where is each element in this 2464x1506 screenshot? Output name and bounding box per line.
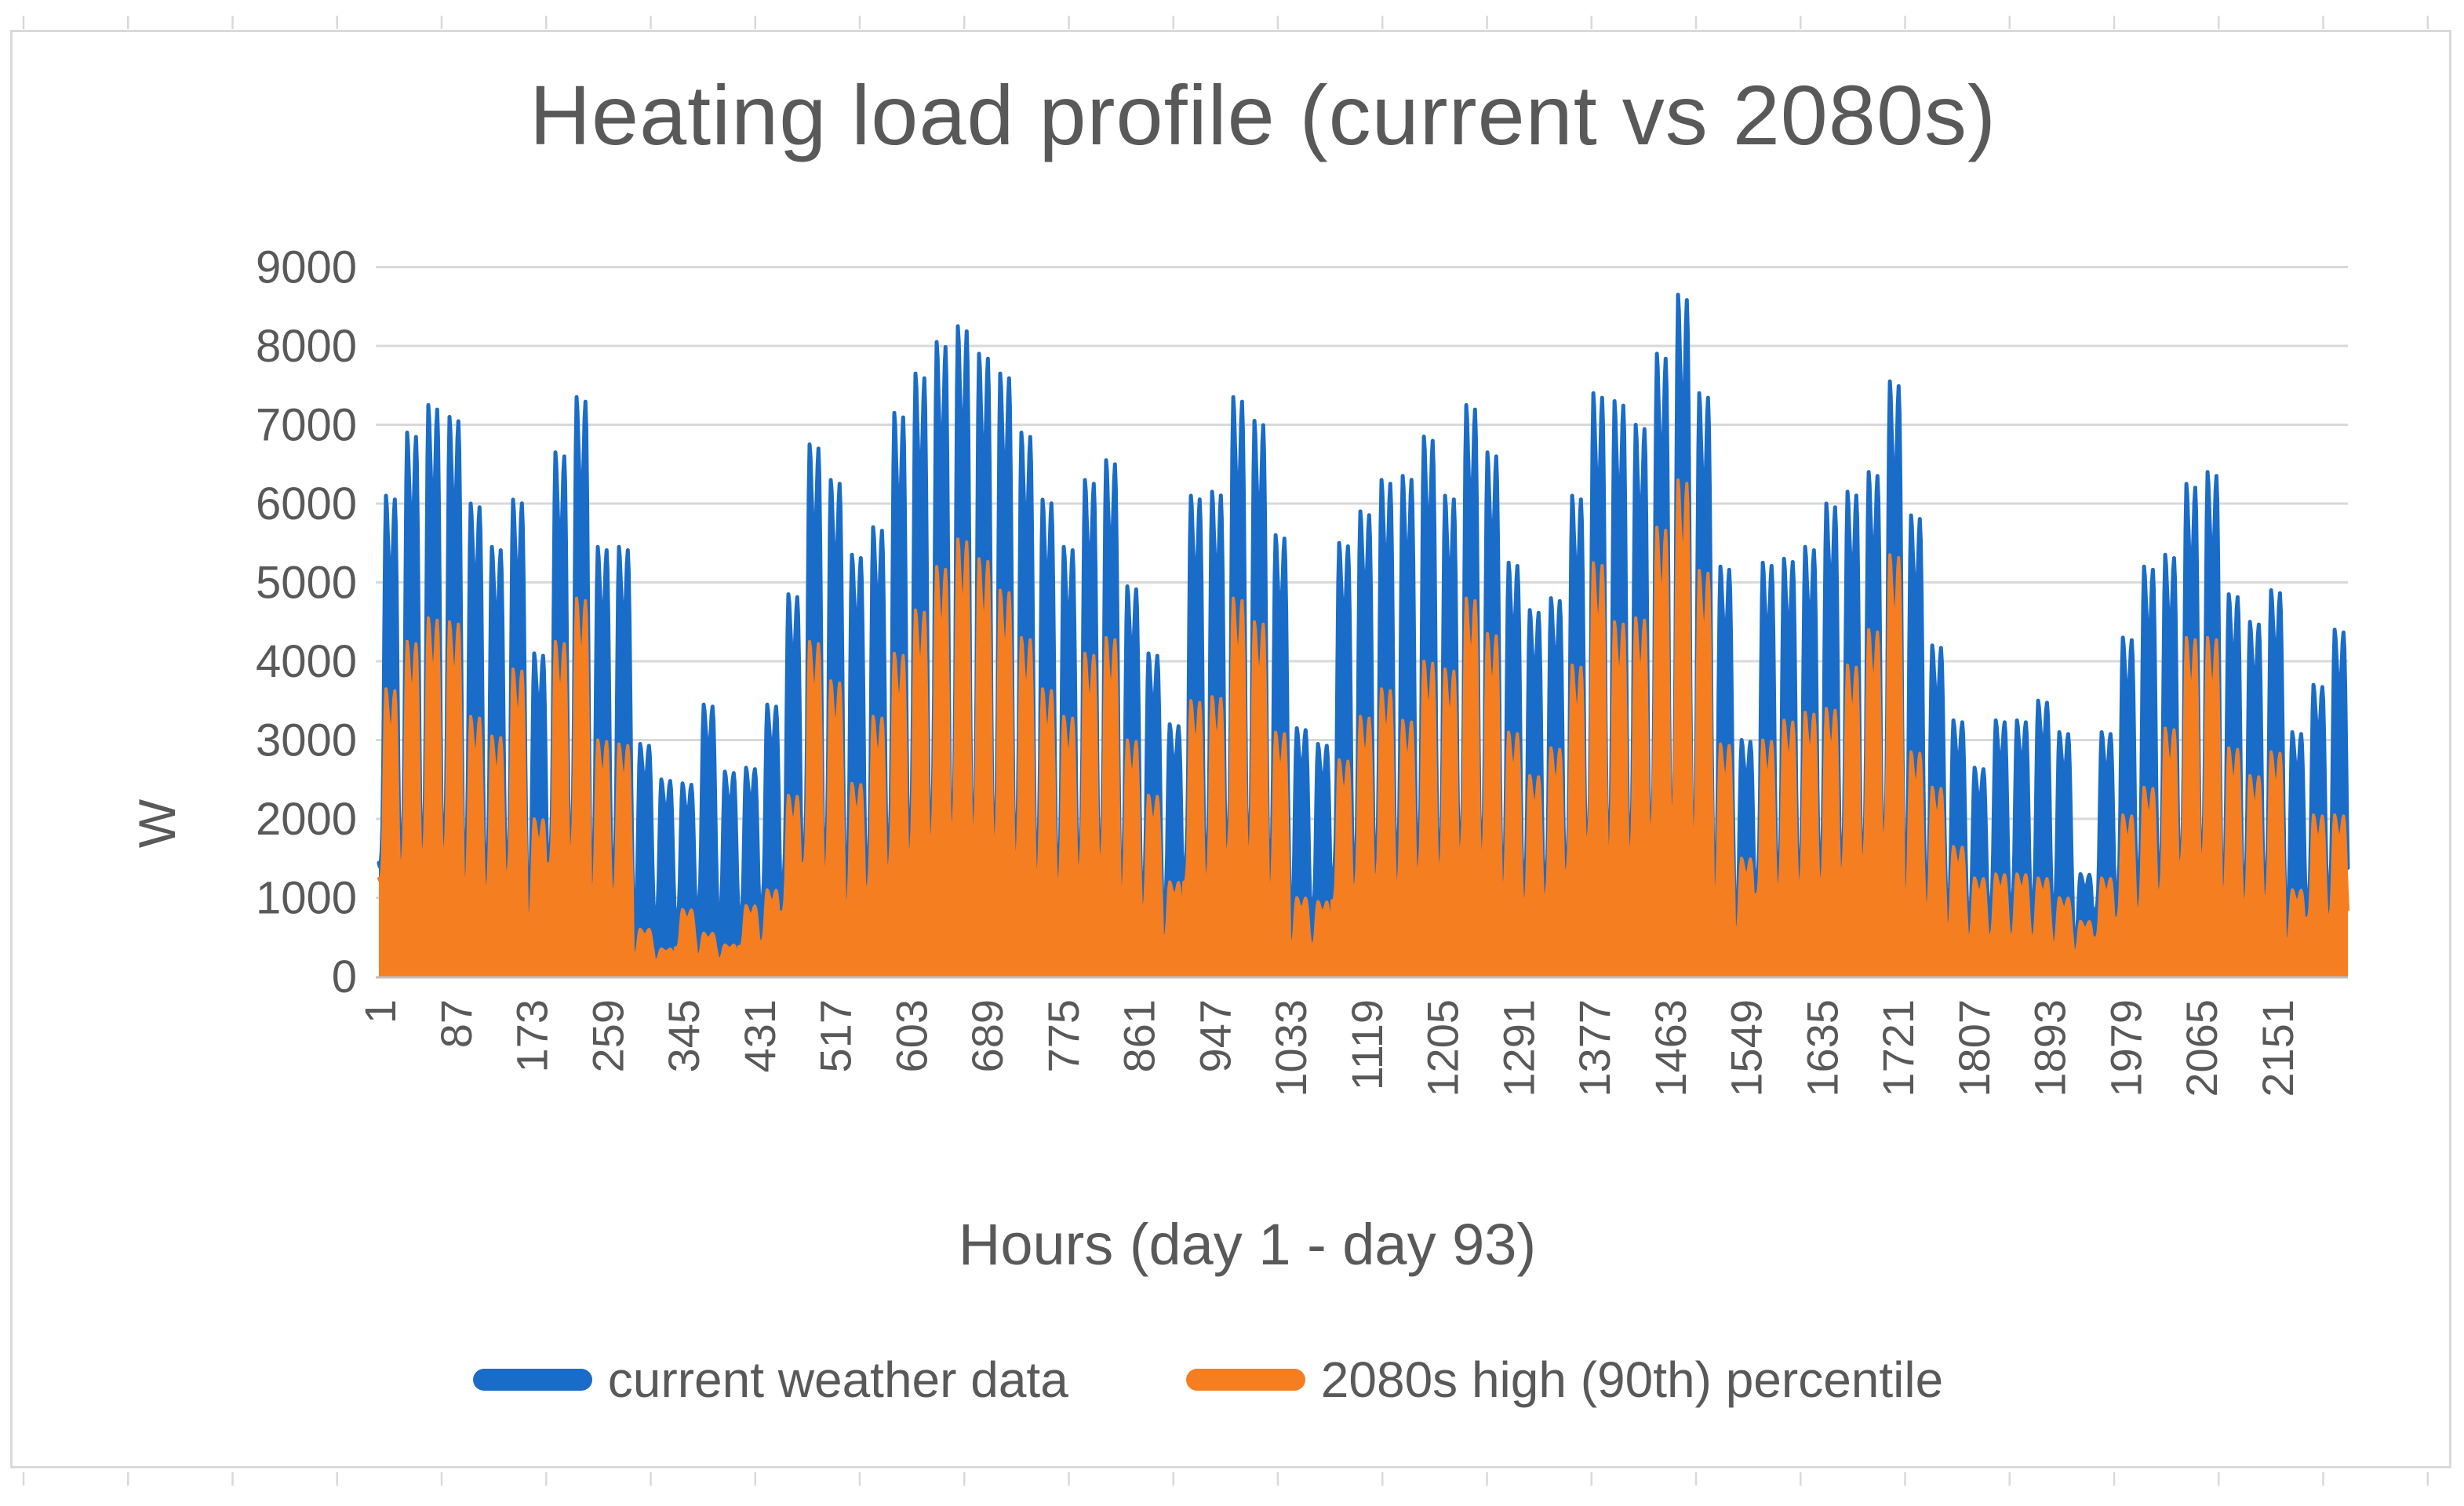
y-axis-title: W (128, 798, 186, 849)
x-tick-label: 861 (1115, 999, 1164, 1072)
x-tick-label: 517 (811, 999, 861, 1072)
x-tick-label: 2151 (2253, 999, 2302, 1097)
chart-frame-border (10, 30, 2451, 1468)
x-tick-label: 1721 (1873, 999, 1923, 1097)
legend: current weather data 2080s high (90th) p… (0, 1351, 2416, 1409)
y-tick-label: 2000 (256, 794, 357, 845)
x-tick-label: 1291 (1494, 999, 1543, 1097)
y-tick-label: 8000 (256, 321, 357, 372)
x-tick-label: 345 (659, 999, 708, 1072)
y-tick-label: 7000 (256, 400, 357, 451)
x-tick-label: 431 (735, 999, 784, 1072)
y-tick-label: 3000 (256, 715, 357, 766)
y-tick-label: 1000 (256, 873, 357, 924)
chart-title: Heating load profile (current vs 2080s) (530, 67, 1996, 162)
x-tick-label: 1549 (1722, 999, 1771, 1097)
y-tick-label: 4000 (256, 636, 357, 687)
y-tick-label: 0 (332, 951, 357, 1002)
legend-swatch-blue-icon (472, 1369, 592, 1391)
x-tick-label: 775 (1039, 999, 1088, 1072)
x-tick-label: 1893 (2025, 999, 2075, 1097)
series-2080s-line (377, 478, 2349, 962)
x-tick-label: 1635 (1797, 999, 1847, 1097)
x-tick-label: 2065 (2177, 999, 2226, 1097)
x-tick-label: 259 (583, 999, 632, 1072)
x-tick-label: 1807 (1949, 999, 1999, 1097)
series-current-line (377, 293, 2350, 940)
x-tick-label: 1979 (2101, 999, 2150, 1097)
x-axis-title: Hours (day 1 - day 93) (958, 1212, 1537, 1277)
y-tick-label: 9000 (256, 242, 357, 293)
x-tick-label: 689 (963, 999, 1012, 1072)
x-tick-label: 947 (1190, 999, 1239, 1072)
x-tick-label: 1 (355, 999, 405, 1024)
legend-label-2080s: 2080s high (90th) percentile (1320, 1351, 1944, 1408)
x-tick-label: 1463 (1646, 999, 1695, 1097)
x-tick-label: 1033 (1266, 999, 1316, 1097)
x-tick-label: 1205 (1418, 999, 1468, 1097)
legend-swatch-orange-icon (1185, 1369, 1305, 1391)
x-tick-label: 173 (508, 999, 557, 1072)
x-tick-label: 1119 (1342, 999, 1392, 1090)
legend-label-current: current weather data (607, 1351, 1068, 1408)
y-tick-label: 6000 (256, 478, 357, 529)
legend-item-2080s: 2080s high (90th) percentile (1185, 1351, 1944, 1409)
x-tick-label: 1377 (1570, 999, 1619, 1097)
x-tick-label: 87 (431, 999, 481, 1048)
legend-item-current: current weather data (472, 1351, 1068, 1409)
x-tick-label: 603 (886, 999, 936, 1072)
y-tick-label: 5000 (256, 558, 357, 609)
